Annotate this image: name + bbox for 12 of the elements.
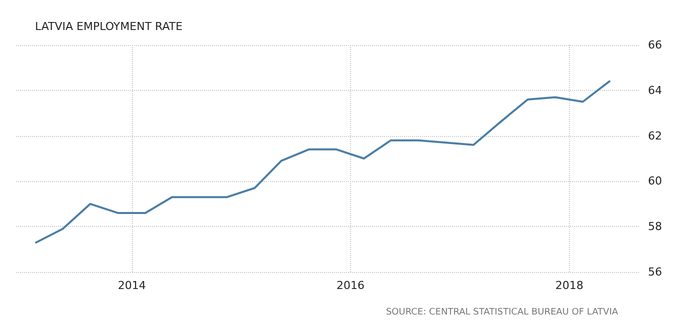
y-tick-label: 64 <box>648 84 662 97</box>
x-tick-label: 2018 <box>555 279 584 292</box>
y-tick-label: 58 <box>648 220 662 234</box>
y-tick-label: 66 <box>648 38 662 52</box>
x-tick-label: 2014 <box>118 279 146 292</box>
line-series <box>35 80 610 244</box>
y-tick-label: 62 <box>648 129 662 142</box>
y-tick-label: 56 <box>648 266 662 278</box>
chart-title: LATVIA EMPLOYMENT RATE <box>35 20 183 33</box>
source-note: SOURCE: CENTRAL STATISTICAL BUREAU OF LATVIA <box>386 308 619 318</box>
x-tick-label: 2016 <box>336 279 364 292</box>
y-tick-label: 60 <box>648 174 662 188</box>
